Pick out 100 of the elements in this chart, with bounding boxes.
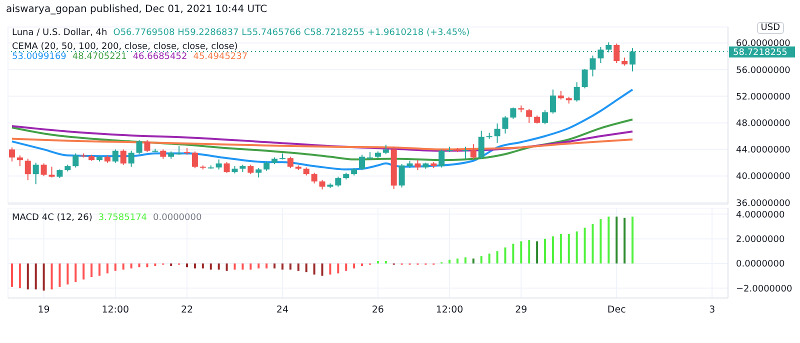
bar	[321, 263, 324, 276]
y-tick-label: 0.0000000	[736, 260, 785, 270]
bar	[361, 263, 364, 266]
text: 48.4705221	[72, 52, 127, 62]
y-tick-label: 40.0000000	[736, 172, 791, 182]
candlestick	[502, 116, 508, 134]
bar	[632, 216, 634, 264]
legend-title: CEMA (20, 50, 100, 200, close, close, close, close)	[12, 42, 239, 52]
y-tick-label: 60.0000000	[736, 39, 791, 50]
candlestick	[359, 154, 366, 171]
bar	[560, 234, 562, 264]
candlestick	[287, 156, 294, 169]
y-tick-label: 44.0000000	[736, 146, 791, 156]
bar	[448, 260, 451, 264]
bar	[512, 244, 514, 264]
bar	[616, 216, 618, 264]
bar	[313, 263, 316, 275]
bar	[345, 263, 348, 271]
candlestick	[256, 168, 262, 178]
bar	[488, 254, 490, 264]
candlestick	[614, 43, 620, 64]
text: 53.0099169	[12, 52, 66, 62]
bar	[353, 263, 356, 268]
candlestick	[438, 148, 445, 168]
bar	[202, 263, 204, 268]
candlestick	[574, 82, 580, 102]
candlestick	[128, 150, 134, 168]
x-tick-label: Dec	[607, 304, 626, 316]
bar	[520, 241, 522, 264]
bar	[456, 258, 459, 264]
y-tick-label: 56.0000000	[736, 66, 791, 76]
bar	[154, 263, 156, 266]
bar	[34, 263, 37, 290]
text: 3.7585174	[98, 213, 148, 223]
candlestick	[136, 140, 142, 155]
bar	[289, 263, 292, 270]
bar	[186, 263, 188, 268]
annotation: 0.0000000	[153, 213, 202, 223]
candlestick	[72, 152, 79, 168]
y-tick-label: 4.0000000	[736, 210, 785, 220]
bar	[472, 258, 474, 264]
bar	[600, 219, 602, 264]
bar	[297, 263, 300, 271]
candlestick	[48, 166, 55, 178]
bar	[90, 263, 93, 278]
bar	[528, 240, 530, 264]
candlestick	[112, 148, 118, 164]
bar	[10, 263, 13, 287]
x-tick-label: 12:00	[102, 304, 130, 316]
x-tick-label: 3	[709, 304, 716, 316]
candlestick	[144, 140, 150, 153]
bar	[218, 263, 220, 270]
chart-subtitle: O56.7769508 H59.2286837 L55.7465766 C58.7218255 +1.9610218 (+3.45%)	[113, 28, 470, 38]
bar	[480, 256, 482, 264]
bar	[584, 228, 586, 264]
candlestick	[366, 152, 373, 160]
ref-line-label: 58.7218255	[733, 48, 788, 58]
candlestick	[264, 160, 270, 172]
candlestick	[478, 130, 484, 160]
bar	[552, 236, 554, 264]
y-tick-label: 48.0000000	[736, 119, 791, 130]
candlestick	[542, 110, 548, 125]
candlestick	[470, 144, 476, 160]
candlestick	[311, 172, 318, 184]
bar	[138, 263, 140, 268]
candlestick	[120, 148, 126, 166]
x-tick-label: 26	[372, 304, 384, 316]
y-tick-label: 2.0000000	[736, 235, 785, 246]
bar	[281, 263, 284, 270]
bar	[608, 216, 610, 264]
bar	[536, 241, 538, 264]
x-tick-label: 12:00	[436, 304, 464, 316]
candlestick	[192, 150, 198, 169]
legend-title: MACD 4C (12, 26)	[12, 213, 92, 223]
chart-title: Luna / U.S. Dollar, 4h	[12, 28, 108, 38]
bar	[122, 263, 124, 270]
bar	[130, 263, 132, 268]
bar	[576, 231, 578, 264]
candlestick	[24, 158, 31, 181]
candlestick	[382, 144, 389, 155]
candlestick	[216, 158, 222, 170]
candlestick	[224, 162, 230, 174]
candlestick	[176, 146, 182, 156]
text: 45.4945237	[193, 52, 248, 62]
bar	[82, 263, 85, 280]
candlestick	[16, 154, 23, 167]
bar	[274, 263, 276, 268]
x-tick-label: 29	[515, 304, 528, 316]
candlestick	[319, 180, 326, 190]
bar	[234, 263, 236, 270]
line-series	[10, 118, 634, 162]
candlestick	[8, 146, 15, 162]
bar	[50, 263, 53, 290]
candlestick	[32, 162, 39, 185]
bar	[544, 238, 546, 264]
candlestick	[550, 89, 556, 114]
bar	[226, 263, 228, 271]
candlestick	[462, 146, 468, 160]
bar	[26, 263, 29, 290]
candlestick	[414, 160, 421, 171]
